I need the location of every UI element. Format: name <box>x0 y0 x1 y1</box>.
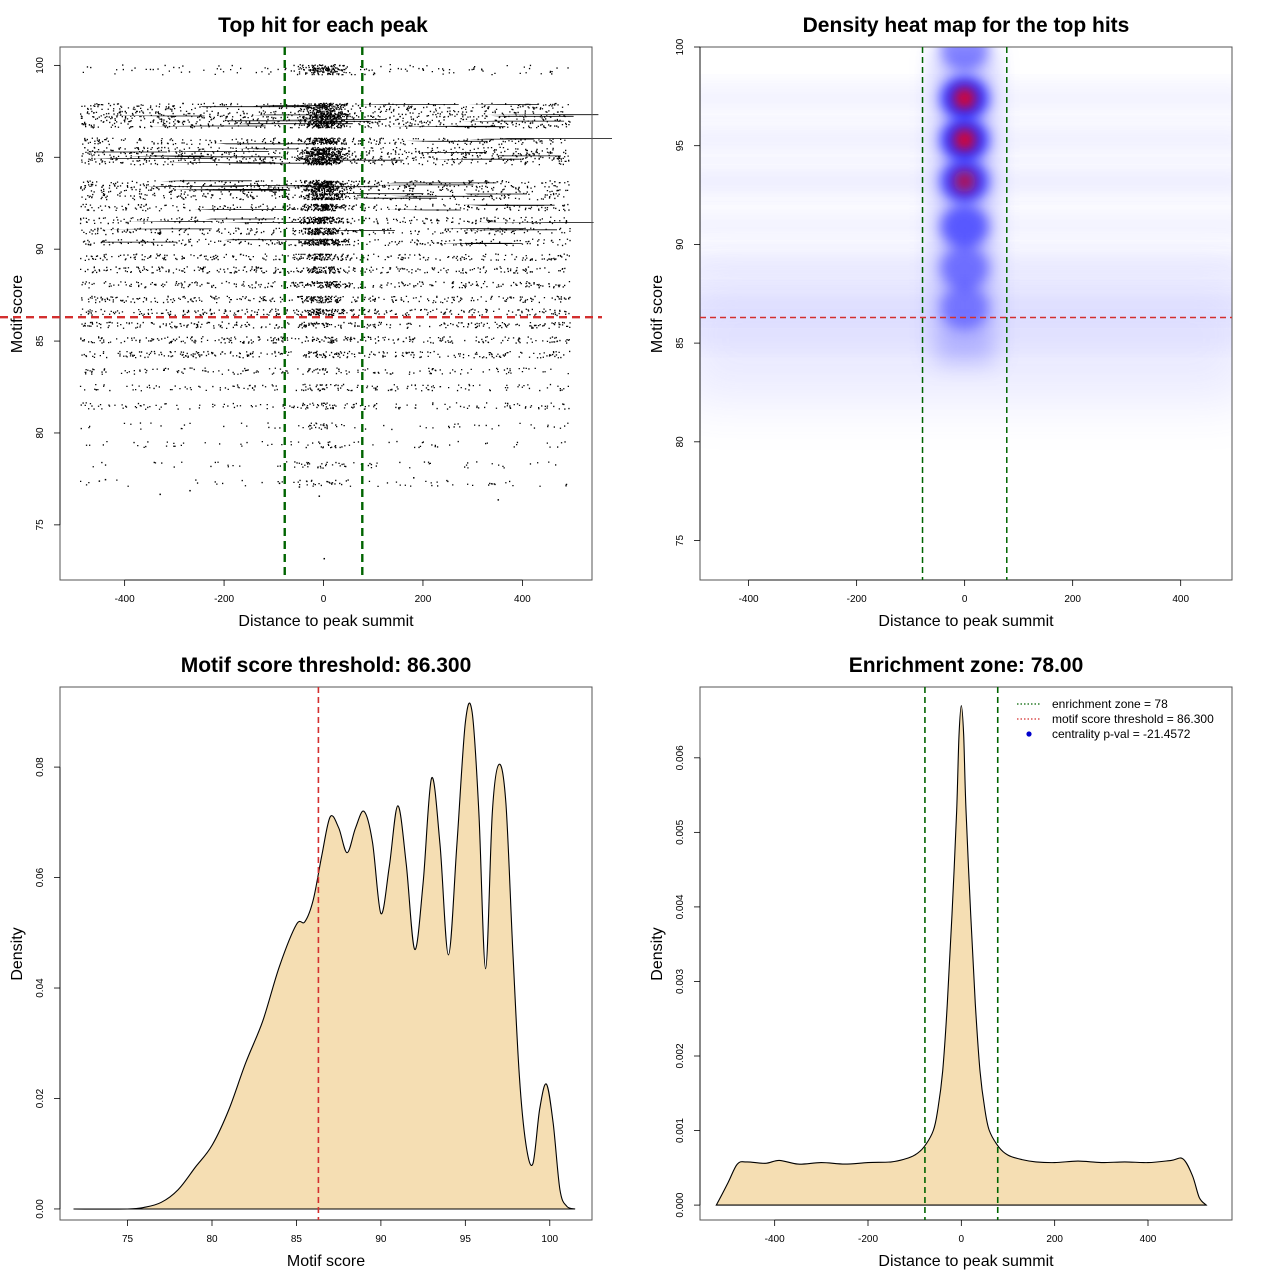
panel-heatmap: Density heat map for the top hits -400 -2… <box>649 14 1233 630</box>
distance-density-y-tick-label: 0.001 <box>675 1118 686 1143</box>
score-density-y-axis-label: Density <box>9 927 26 980</box>
scatter-x-axis-label: Distance to peak summit <box>238 613 414 630</box>
score-density-x-tick-label: 80 <box>206 1234 218 1245</box>
score-density-y-tick-label: 0.06 <box>35 867 46 887</box>
heatmap-y-tick-label: 75 <box>675 535 686 547</box>
distance-density-x-tick-label: -400 <box>765 1234 785 1245</box>
heatmap-y-axis-label: Motif score <box>649 275 666 353</box>
distance-density-x-tick-label: 400 <box>1140 1234 1157 1245</box>
score-density-axes: 75 80 85 90 95 100 0.00 0.02 0.04 0.06 0.08 <box>35 757 559 1245</box>
heatmap-y-tick-label: 90 <box>675 238 686 250</box>
distance-density-x-tick-label: -200 <box>858 1234 878 1245</box>
scatter-outlier-point <box>413 477 415 479</box>
scatter-y-tick-label: 85 <box>35 335 46 347</box>
scatter-outlier-point <box>159 493 161 496</box>
score-density-x-tick-label: 90 <box>375 1234 387 1245</box>
heatmap-hotspot-halo <box>940 246 989 291</box>
panel-score-density: Motif score threshold: 86.300 75 80 85 90 95… <box>9 654 593 1270</box>
score-density-y-tick-label: 0.08 <box>35 757 46 777</box>
scatter-outlier-point <box>497 499 500 501</box>
distance-density-x-tick-label: 0 <box>959 1234 965 1245</box>
score-density-x-axis-label: Motif score <box>287 1253 365 1270</box>
scatter-y-axis-label: Motif score <box>9 275 26 353</box>
distance-density-x-axis-label: Distance to peak summit <box>878 1253 1054 1270</box>
scatter-y-tick-label: 80 <box>35 427 46 439</box>
scatter-outlier-point <box>318 495 321 497</box>
heatmap-x-tick-label: 200 <box>1064 594 1081 605</box>
distance-density-y-tick-label: 0.006 <box>675 745 686 770</box>
heatmap-y-tick-label: 100 <box>675 38 686 55</box>
legend-threshold-label: motif score threshold = 86.300 <box>1052 712 1214 726</box>
score-density-title: Motif score threshold: 86.300 <box>181 654 472 677</box>
heatmap-hotspots <box>940 47 989 330</box>
distance-density-y-tick-label: 0.004 <box>675 894 686 919</box>
scatter-y-tick-label: 100 <box>35 57 46 74</box>
scatter-x-tick-label: 200 <box>415 594 432 605</box>
legend-enrichment-label: enrichment zone = 78 <box>1052 697 1168 711</box>
scatter-outlier-point <box>298 486 301 488</box>
distance-density-y-tick-label: 0.003 <box>675 969 686 994</box>
scatter-y-tick-label: 90 <box>35 243 46 255</box>
legend-centrality-label: centrality p-val = -21.4572 <box>1052 727 1191 741</box>
scatter-y-tick-label: 75 <box>35 519 46 531</box>
heatmap-hotspot-core <box>953 87 976 110</box>
heatmap-hotspot-halo <box>940 204 989 249</box>
distance-density-title: Enrichment zone: 78.00 <box>849 654 1084 677</box>
distance-density-y-tick-label: 0.002 <box>675 1043 686 1068</box>
scatter-title: Top hit for each peak <box>218 14 428 37</box>
distance-density-curve <box>715 705 1208 1206</box>
scatter-outlier-point <box>189 489 191 492</box>
scatter-points <box>79 64 612 560</box>
heatmap-reference-lines <box>700 47 1232 580</box>
score-density-y-tick-label: 0.04 <box>35 978 46 998</box>
heatmap-y-tick-label: 80 <box>675 436 686 448</box>
scatter-point-cloud <box>79 64 612 487</box>
heatmap-x-tick-label: 0 <box>962 594 968 605</box>
scatter-outlier-point <box>323 557 326 560</box>
score-density-y-tick-label: 0.00 <box>35 1199 46 1219</box>
scatter-x-tick-label: 0 <box>321 594 327 605</box>
scatter-y-tick-label: 95 <box>35 151 46 163</box>
heatmap-density <box>700 47 1232 580</box>
scatter-x-tick-label: -400 <box>115 594 135 605</box>
heatmap-axes: -400 -200 0 200 400 75 80 85 90 95 100 <box>675 38 1189 605</box>
panel-scatter: Top hit for each peak -400 -200 0 200 400 75 8… <box>0 14 612 630</box>
panel-distance-density: Enrichment zone: 78.00 -400 -200 0 200 400 0.… <box>649 654 1233 1270</box>
heatmap-x-tick-label: -200 <box>847 594 867 605</box>
heatmap-x-tick-label: -400 <box>739 594 759 605</box>
heatmap-x-axis-label: Distance to peak summit <box>878 613 1054 630</box>
score-density-x-tick-label: 85 <box>291 1234 303 1245</box>
heatmap-y-tick-label: 95 <box>675 140 686 152</box>
scatter-reference-lines <box>0 47 602 580</box>
heatmap-hotspot-halo <box>940 47 989 71</box>
heatmap-y-tick-label: 85 <box>675 337 686 349</box>
heatmap-title: Density heat map for the top hits <box>803 14 1130 37</box>
distance-density-y-tick-label: 0.000 <box>675 1192 686 1217</box>
scatter-outlier-point <box>278 482 281 485</box>
distance-density-legend: enrichment zone = 78 motif score thresho… <box>1017 697 1214 741</box>
heatmap-hotspot-halo <box>940 285 989 330</box>
score-density-y-tick-label: 0.02 <box>35 1088 46 1108</box>
scatter-x-tick-label: 400 <box>514 594 531 605</box>
heatmap-hotspot-core <box>953 170 976 193</box>
score-density-curve <box>73 702 576 1210</box>
distance-density-y-axis-label: Density <box>649 927 666 980</box>
scatter-axes: -400 -200 0 200 400 75 80 85 90 95 100 <box>35 57 531 605</box>
distance-density-axes: -400 -200 0 200 400 0.000 0.001 0.002 0.003 0.004… <box>675 745 1157 1245</box>
heatmap-hotspot-core <box>953 128 976 151</box>
distance-density-reference-lines <box>924 687 999 1220</box>
scatter-outlier-point <box>104 478 107 481</box>
score-density-x-tick-label: 95 <box>460 1234 472 1245</box>
distance-density-y-tick-label: 0.005 <box>675 819 686 844</box>
score-density-x-tick-label: 100 <box>541 1234 558 1245</box>
scatter-x-tick-label: -200 <box>214 594 234 605</box>
distance-density-x-tick-label: 200 <box>1046 1234 1063 1245</box>
heatmap-x-tick-label: 400 <box>1172 594 1189 605</box>
legend-centrality-swatch <box>1026 731 1032 737</box>
score-density-x-tick-label: 75 <box>122 1234 134 1245</box>
